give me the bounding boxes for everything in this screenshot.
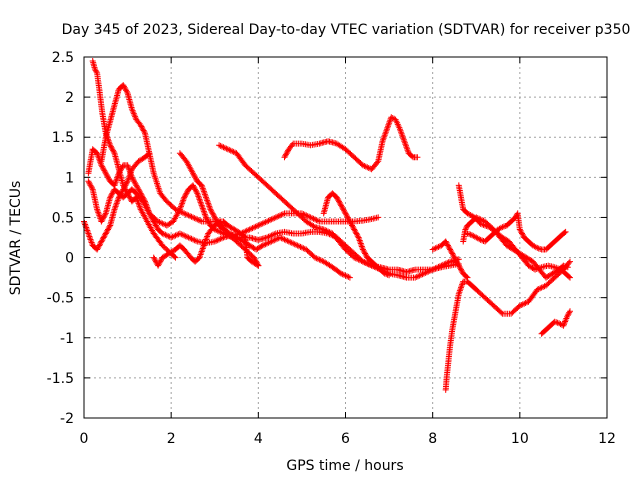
chart-title: Day 345 of 2023, Sidereal Day-to-day VTE…	[62, 22, 631, 38]
x-tick-label: 0	[80, 431, 89, 447]
x-tick-label: 6	[341, 431, 350, 447]
y-tick-label: 1	[65, 170, 74, 186]
x-tick-label: 12	[598, 431, 616, 447]
x-tick-label: 10	[511, 431, 529, 447]
series-track-7	[150, 218, 262, 269]
y-tick-label: -1.5	[47, 371, 74, 387]
series-track-12	[455, 182, 573, 281]
series-markers	[150, 218, 262, 269]
series-markers	[538, 308, 573, 337]
series-track-8	[216, 142, 462, 281]
series-track-11	[442, 258, 573, 393]
series-track-15	[429, 238, 471, 281]
series-markers	[281, 114, 421, 173]
y-tick-label: 0.5	[52, 210, 74, 226]
series-markers	[429, 238, 471, 281]
series-markers	[216, 142, 462, 281]
x-tick-label: 4	[254, 431, 263, 447]
series-markers	[464, 210, 569, 253]
y-tick-label: 2.5	[52, 50, 74, 66]
series-track-10	[320, 190, 393, 279]
series-track-13	[460, 214, 571, 281]
data-markers	[81, 58, 573, 393]
series-track-14	[464, 210, 569, 253]
y-tick-label: 2	[65, 90, 74, 106]
y-tick-label: -1	[60, 331, 74, 347]
y-tick-label: -0.5	[47, 291, 74, 307]
series-markers	[460, 214, 571, 281]
x-axis-label: GPS time / hours	[286, 458, 403, 474]
y-tick-label: -2	[60, 411, 74, 427]
x-axis: 0 2 4 6 8 10 12	[80, 57, 616, 447]
y-tick-label: 0	[65, 251, 74, 267]
series-markers	[320, 190, 393, 279]
series-track-9	[281, 114, 421, 173]
grid-lines	[84, 57, 607, 418]
y-tick-label: 1.5	[52, 130, 74, 146]
x-tick-label: 2	[167, 431, 176, 447]
series-track-16	[538, 308, 573, 337]
series-markers	[442, 258, 573, 393]
x-tick-label: 8	[428, 431, 437, 447]
y-axis-label: SDTVAR / TECUs	[8, 181, 24, 296]
series-markers	[455, 182, 573, 281]
y-axis: -2 -1.5 -1 -0.5 0 0.5 1 1.5 2 2.5	[47, 50, 607, 427]
